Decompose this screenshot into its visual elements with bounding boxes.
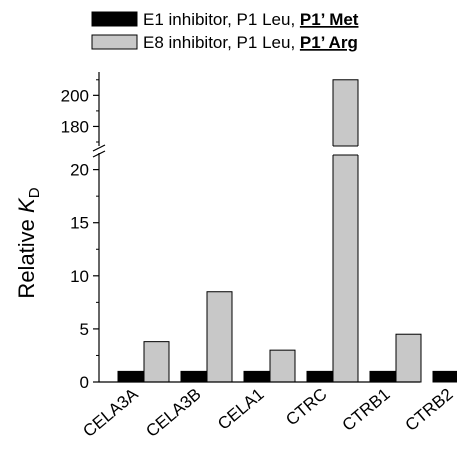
- legend-swatch-1: [91, 11, 138, 27]
- bar-e1-ctrb1: [369, 370, 396, 383]
- legend-swatch-2: [91, 34, 138, 50]
- y-axis-label-sub: D: [26, 187, 43, 198]
- y-axis-label: Relative KD: [14, 187, 43, 298]
- bar-e1-cela3a: [117, 370, 144, 383]
- bar-e8-cela3b: [206, 291, 233, 383]
- bar-e1-cela3b: [180, 370, 207, 383]
- bar-e1-ctrb2: [432, 370, 457, 383]
- x-tick-label-cela3a: CELA3A: [79, 384, 142, 441]
- axis-break-mark: [92, 144, 106, 152]
- legend-label-2: E8 inhibitor, P1 Leu, P1’ Arg: [143, 33, 358, 52]
- bar-break-gap: [331, 146, 360, 155]
- y-tick-label-0: 0: [80, 373, 89, 392]
- bar-e8-cela3a: [143, 341, 170, 383]
- y-tick-label-5: 5: [80, 320, 89, 339]
- x-tick-label-ctrb2: CTRB2: [402, 385, 457, 435]
- bar-e1-cela1: [243, 370, 270, 383]
- bar-e8-ctrb1: [395, 333, 422, 383]
- legend-label-emphasis: P1’ Arg: [300, 33, 358, 52]
- legend-label-text: E8 inhibitor, P1 Leu,: [143, 33, 300, 52]
- x-tick-label-cela1: CELA1: [214, 385, 267, 434]
- x-tick-label-cela3b: CELA3B: [142, 385, 204, 441]
- y-tick-label-180: 180: [61, 117, 89, 136]
- bar-e8-cela1: [269, 349, 296, 383]
- y-tick-label-20: 20: [70, 161, 89, 180]
- y-tick-label-200: 200: [61, 86, 89, 105]
- y-axis-label-text: Relative: [14, 213, 39, 299]
- x-tick-label-ctrb1: CTRB1: [339, 385, 394, 435]
- y-axis-label-k: K: [14, 197, 39, 213]
- y-tick-label-15: 15: [70, 214, 89, 233]
- y-tick-label-10: 10: [70, 267, 89, 286]
- bar-e1-ctrc: [306, 370, 333, 383]
- x-tick-label-ctrc: CTRC: [282, 385, 330, 430]
- legend-label-emphasis: P1’ Met: [300, 10, 359, 29]
- axis-break-mark: [92, 150, 106, 158]
- bar-e8-ctrc: [332, 79, 359, 383]
- legend-label-1: E1 inhibitor, P1 Leu, P1’ Met: [143, 10, 359, 29]
- legend-label-text: E1 inhibitor, P1 Leu,: [143, 10, 300, 29]
